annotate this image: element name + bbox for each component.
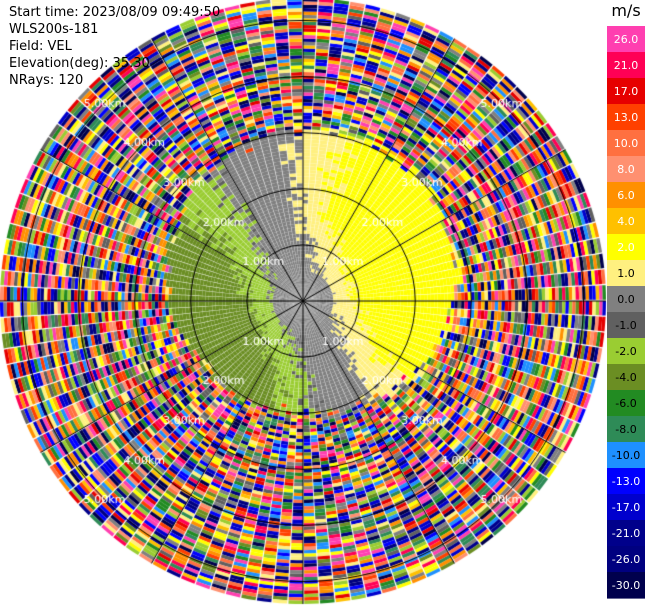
colorbar-cell [607, 286, 645, 313]
colorbar-tick-label: 17.0 [614, 85, 639, 98]
colorbar-cell [607, 26, 645, 53]
colorbar-cell [607, 156, 645, 183]
colorbar-cell [607, 390, 645, 417]
colorbar-cell [607, 182, 645, 209]
colorbar-tick-label: 21.0 [614, 59, 639, 72]
colorbar-cell [607, 468, 645, 495]
colorbar-cell [607, 494, 645, 521]
colorbar-cell [607, 338, 645, 365]
colorbar-tick-label: 13.0 [614, 111, 639, 124]
instrument-name: WLS200s-181 [9, 22, 99, 37]
colorbar-cell [607, 364, 645, 391]
colorbar-unit: m/s [611, 1, 640, 20]
colorbar-tick-label: -26.0 [612, 553, 640, 566]
colorbar-cell [607, 52, 645, 79]
colorbar-cell [607, 104, 645, 131]
nrays: NRays: 120 [9, 73, 84, 88]
plot-info: Start time: 2023/08/09 09:49:50 WLS200s-… [9, 4, 220, 89]
colorbar-cell [607, 208, 645, 235]
colorbar-tick-label: 6.0 [617, 189, 635, 202]
colorbar-tick-label: -13.0 [612, 475, 640, 488]
elevation: Elevation(deg): 35.30 [9, 56, 150, 71]
colorbar-cell [607, 130, 645, 157]
start-time: Start time: 2023/08/09 09:49:50 [9, 5, 221, 20]
colorbar-tick-label: -21.0 [612, 527, 640, 540]
colorbar-tick-label: 1.0 [617, 267, 635, 280]
colorbar-tick-label: -4.0 [615, 371, 636, 384]
colorbar-cell [607, 546, 645, 573]
colorbar-tick-label: -30.0 [612, 579, 640, 592]
colorbar-tick-label: -17.0 [612, 501, 640, 514]
colorbar-tick-label: -1.0 [615, 319, 636, 332]
colorbar-tick-label: 8.0 [617, 163, 635, 176]
colorbar-cell [607, 312, 645, 339]
colorbar-cell [607, 442, 645, 469]
field-name: Field: VEL [9, 39, 72, 54]
colorbar-cell [607, 572, 645, 599]
colorbar-cell [607, 234, 645, 261]
colorbar-tick-label: 26.0 [614, 33, 639, 46]
colorbar-tick-label: 10.0 [614, 137, 639, 150]
colorbar-tick-label: 0.0 [617, 293, 635, 306]
colorbar-cell [607, 260, 645, 287]
colorbar-cell [607, 78, 645, 105]
colorbar-cell [607, 416, 645, 443]
colorbar-tick-label: -8.0 [615, 423, 636, 436]
colorbar-cell [607, 520, 645, 547]
colorbar-tick-label: 2.0 [617, 241, 635, 254]
colorbar-tick-label: -10.0 [612, 449, 640, 462]
colorbar-tick-label: -2.0 [615, 345, 636, 358]
colorbar-tick-label: -6.0 [615, 397, 636, 410]
colorbar-tick-label: 4.0 [617, 215, 635, 228]
